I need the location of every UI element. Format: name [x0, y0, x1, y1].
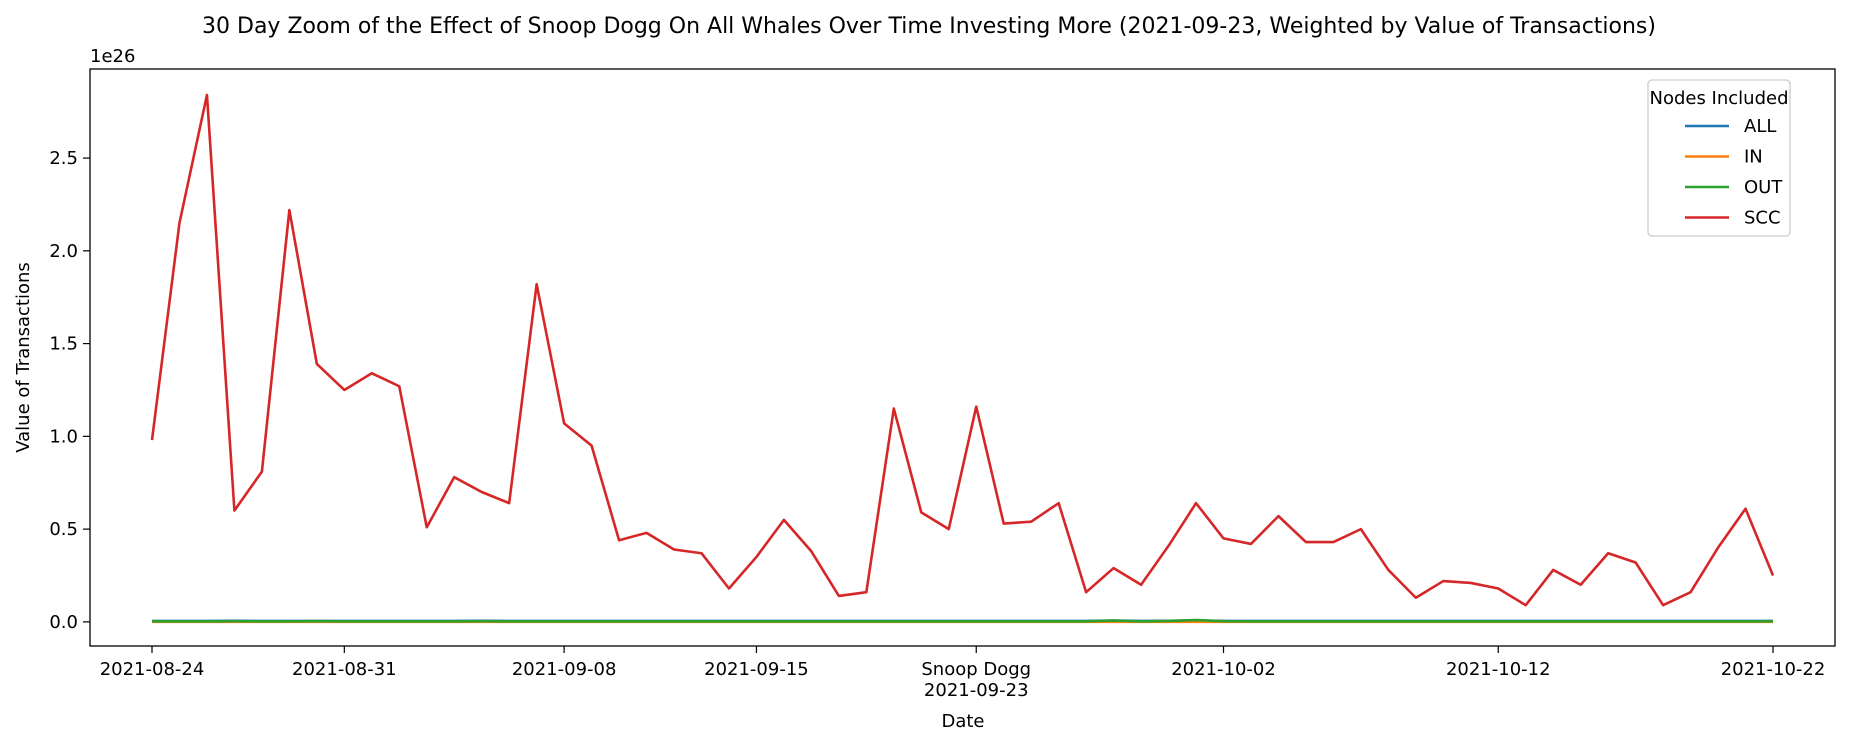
y-tick-label: 1.5 — [49, 334, 78, 355]
legend-label: IN — [1744, 147, 1763, 168]
series-line-out — [152, 618, 1773, 623]
y-tick-label: 0.0 — [49, 612, 78, 633]
x-tick-label: 2021-10-22 — [1721, 659, 1826, 680]
legend: Nodes Included ALL IN OUT SCC — [1647, 79, 1791, 237]
series-line-scc — [150, 93, 1775, 607]
y-tick-label: 2.0 — [49, 241, 78, 262]
x-tick-label: 2021-10-02 — [1171, 659, 1276, 680]
legend-title: Nodes Included — [1649, 88, 1788, 109]
y-tick-label: 2.5 — [49, 148, 78, 169]
y-axis-scale-label: 1e26 — [90, 46, 135, 67]
x-tick-label: Snoop Dogg — [921, 659, 1031, 680]
x-tick-label-secondary: 2021-09-23 — [924, 680, 1029, 701]
y-tick-label: 1.0 — [49, 426, 78, 447]
x-tick-label: 2021-08-24 — [100, 659, 205, 680]
y-axis-label: Value of Transactions — [13, 262, 34, 453]
x-axis: 2021-08-24 2021-08-31 2021-09-08 2021-09-15… — [100, 646, 1826, 701]
x-axis-label: Date — [941, 711, 984, 732]
legend-label: SCC — [1744, 208, 1781, 229]
x-tick-label: 2021-08-31 — [292, 659, 397, 680]
plot-area-frame — [89, 68, 1836, 647]
x-tick-label: 2021-10-12 — [1446, 659, 1551, 680]
y-tick-label: 0.5 — [49, 519, 78, 540]
series-lines — [150, 93, 1775, 624]
legend-label: OUT — [1744, 177, 1783, 198]
legend-box — [1647, 79, 1791, 237]
x-tick-label: 2021-09-15 — [704, 659, 809, 680]
y-axis: 0.0 0.5 1.0 1.5 2.0 2.5 — [49, 148, 90, 633]
x-tick-label: 2021-09-08 — [512, 659, 617, 680]
legend-label: ALL — [1744, 116, 1776, 137]
chart-title: 30 Day Zoom of the Effect of Snoop Dogg … — [202, 14, 1656, 39]
